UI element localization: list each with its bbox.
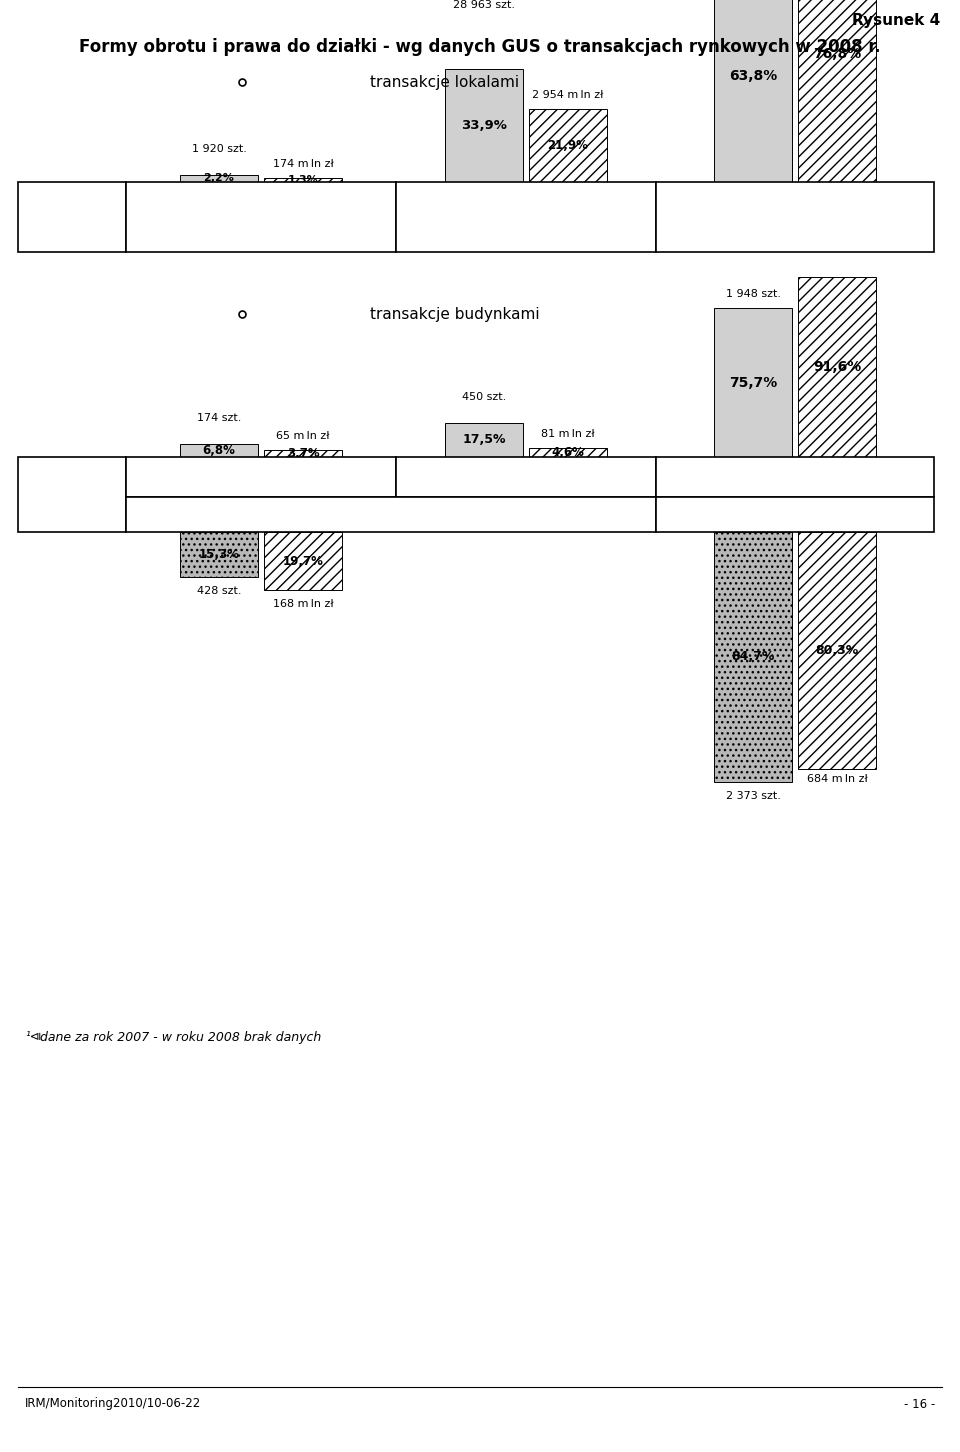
Text: ¹⧏: ¹⧏ (25, 1031, 41, 1044)
Text: 65 m ln zł: 65 m ln zł (276, 431, 329, 441)
Bar (180, 174, 258, 182)
Text: dane za rok 2007 - w roku 2008 brak danych: dane za rok 2007 - w roku 2008 brak dany… (40, 1031, 322, 1044)
Text: 6,8%: 6,8% (203, 444, 235, 457)
Text: OGÓŁEM:: OGÓŁEM: (39, 192, 105, 205)
Text: OGÓŁEM:: OGÓŁEM: (39, 463, 105, 476)
Text: Formy obrotu i prawa do działki - wg danych GUS o transakcjach rynkowych w 2008 : Formy obrotu i prawa do działki - wg dan… (79, 38, 881, 57)
Bar (656, 182, 934, 253)
Bar (656, 497, 934, 531)
Text: 63,8%: 63,8% (729, 70, 778, 83)
Bar (126, 182, 396, 253)
Bar (445, 70, 523, 182)
Text: 2 954 m ln zł: 2 954 m ln zł (532, 90, 604, 100)
Text: Rysunek 4: Rysunek 4 (852, 13, 940, 28)
Bar (714, 308, 792, 457)
Text: 91,6%: 91,6% (813, 360, 861, 375)
Bar (180, 531, 258, 576)
Text: 1 745 m ln zł: 1 745 m ln zł (28, 517, 116, 530)
Bar (264, 177, 342, 182)
Text: 85 334 szt.: 85 334 szt. (34, 211, 110, 224)
Text: 15,3%: 15,3% (199, 547, 239, 560)
Text: 1 599 m ln zł: 1 599 m ln zł (802, 244, 873, 254)
Text: 2 373 szt.: 2 373 szt. (726, 791, 780, 802)
Text: transakcje lokalami: transakcje lokalami (370, 74, 519, 90)
Text: - 16 -: - 16 - (903, 1397, 935, 1410)
Text: 168 m ln zł: 168 m ln zł (273, 600, 333, 610)
Bar (798, 0, 876, 182)
Text: IRM/Monitoring2010/10-06-22: IRM/Monitoring2010/10-06-22 (25, 1397, 202, 1410)
Text: Wolny rynek: Wolny rynek (747, 211, 844, 224)
Bar (714, 531, 792, 783)
Text: 2 572 szt.: 2 572 szt. (37, 470, 107, 484)
Text: 4,6%: 4,6% (552, 446, 585, 459)
Bar (180, 444, 258, 457)
Bar (264, 450, 342, 457)
Bar (126, 457, 396, 497)
Bar (798, 531, 876, 770)
Text: 80,3%: 80,3% (815, 645, 858, 656)
Text: transakcje budynkami: transakcje budynkami (370, 306, 540, 321)
Bar (529, 109, 607, 182)
Text: 2,2%: 2,2% (204, 173, 234, 183)
Text: 21,9%: 21,9% (547, 139, 588, 152)
Text: Sprzędaż w trybie przetargu: Sprzędaż w trybie przetargu (150, 470, 372, 484)
Bar (798, 277, 876, 457)
Bar (396, 457, 656, 497)
Text: Własność ¹⧏: Własność ¹⧏ (745, 508, 845, 521)
Text: 17,5%: 17,5% (463, 433, 506, 446)
Bar (18, 182, 126, 253)
Text: 1 948 szt.: 1 948 szt. (726, 289, 780, 299)
Bar (264, 531, 342, 590)
Text: 1,3%: 1,3% (288, 174, 319, 184)
Text: 28 963 szt.: 28 963 szt. (453, 0, 515, 10)
Text: 428 szt.: 428 szt. (197, 587, 241, 597)
Bar (656, 457, 934, 497)
Text: 684 m ln zł: 684 m ln zł (806, 774, 868, 784)
Text: 19,7%: 19,7% (282, 555, 324, 568)
Text: 33,9%: 33,9% (461, 119, 507, 132)
Text: 84,7%: 84,7% (732, 650, 775, 664)
Bar (445, 423, 523, 457)
Text: 174 szt.: 174 szt. (197, 412, 241, 423)
Bar (396, 182, 656, 253)
Text: 174 m ln zł: 174 m ln zł (273, 158, 333, 168)
Text: Sprzędaż bez przetargu: Sprzędaż bez przetargu (433, 470, 619, 484)
Text: Wolny rynek: Wolny rynek (747, 470, 844, 484)
Bar (18, 457, 126, 531)
Bar (126, 497, 656, 531)
Bar (529, 449, 607, 457)
Text: Sprzędaż bez przetargu: Sprzędaż bez przetargu (433, 211, 619, 224)
Bar (714, 0, 792, 182)
Text: 76,8%: 76,8% (813, 48, 861, 61)
Text: 450 szt.: 450 szt. (462, 392, 506, 402)
Text: 75,7%: 75,7% (729, 376, 778, 389)
Text: 1 920 szt.: 1 920 szt. (192, 144, 247, 154)
Text: 81 m ln zł: 81 m ln zł (541, 428, 595, 439)
Text: Użytkowanie wieczyste ¹⧏: Użytkowanie wieczyste ¹⧏ (288, 508, 494, 521)
Text: 3,7%: 3,7% (287, 447, 320, 460)
Text: Sprzędaż w trybie przetargu: Sprzędaż w trybie przetargu (150, 211, 372, 224)
Text: 13 481 m ln zł: 13 481 m ln zł (23, 231, 121, 244)
